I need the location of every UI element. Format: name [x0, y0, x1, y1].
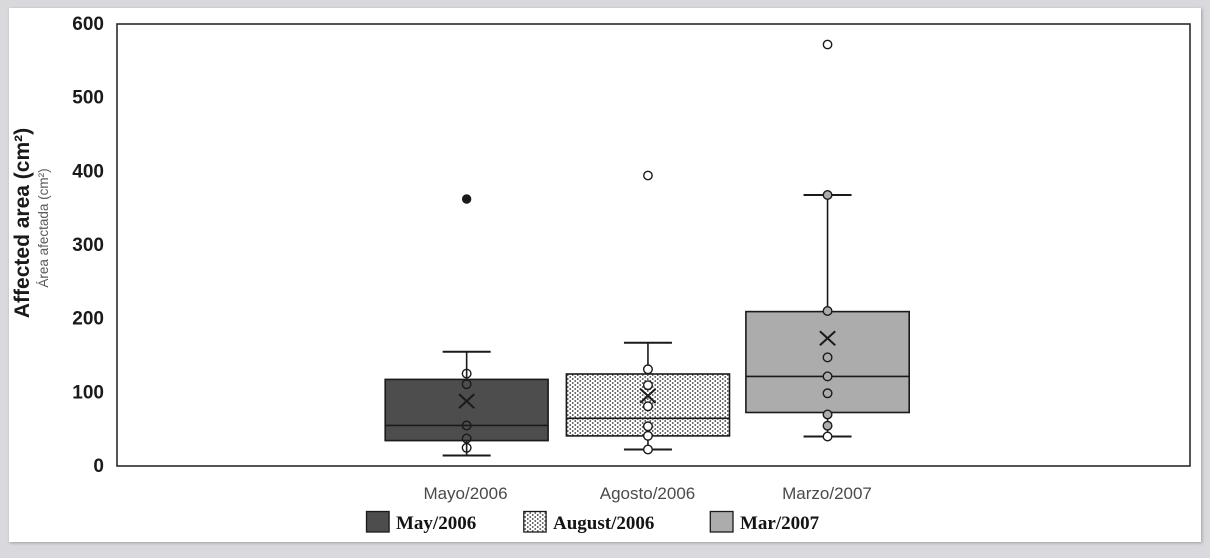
svg-text:Marzo/2007: Marzo/2007 — [782, 484, 872, 503]
svg-text:Mayo/2006: Mayo/2006 — [423, 484, 507, 503]
svg-text:100: 100 — [72, 382, 104, 403]
svg-text:500: 500 — [72, 88, 104, 109]
svg-text:Affected area (cm²): Affected area (cm²) — [11, 128, 34, 318]
svg-text:Área afectada (cm²): Área afectada (cm²) — [36, 168, 51, 287]
svg-text:300: 300 — [72, 235, 104, 256]
svg-text:August/2006: August/2006 — [553, 513, 654, 534]
svg-text:200: 200 — [72, 309, 104, 330]
svg-text:Mar/2007: Mar/2007 — [740, 513, 820, 534]
svg-text:600: 600 — [72, 14, 104, 35]
svg-text:May/2006: May/2006 — [396, 513, 476, 534]
svg-text:0: 0 — [93, 456, 104, 477]
svg-text:400: 400 — [72, 161, 104, 182]
svg-text:Agosto/2006: Agosto/2006 — [600, 484, 695, 503]
